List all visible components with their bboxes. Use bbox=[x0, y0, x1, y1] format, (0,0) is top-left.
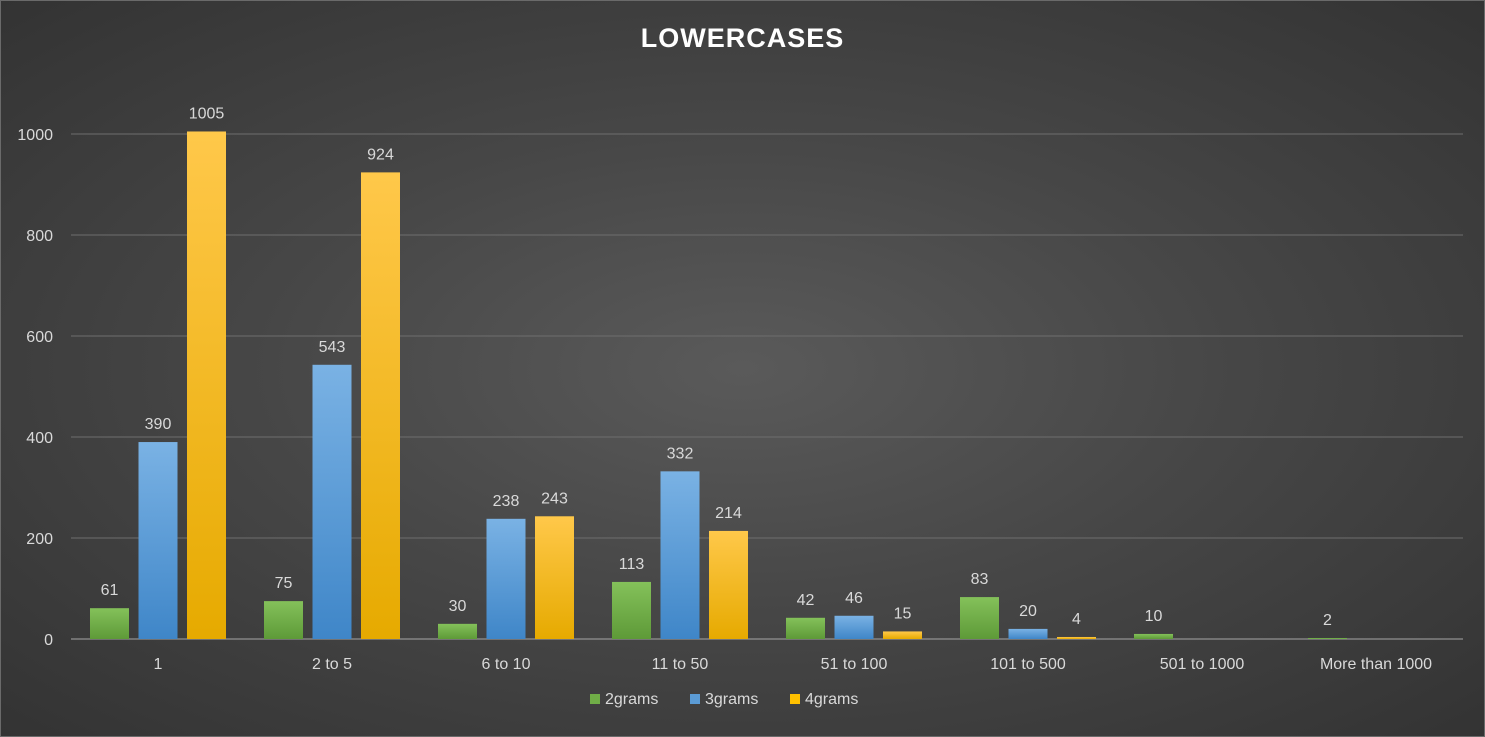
bar-3grams bbox=[660, 471, 700, 639]
y-tick-label: 400 bbox=[26, 430, 53, 447]
data-label: 332 bbox=[667, 445, 694, 462]
legend-swatch-4grams bbox=[790, 694, 800, 704]
bar-2grams bbox=[90, 608, 129, 639]
data-label: 1005 bbox=[189, 105, 225, 122]
x-tick-label: 11 to 50 bbox=[652, 656, 709, 673]
y-tick-label: 0 bbox=[44, 632, 53, 649]
bar-2grams bbox=[264, 601, 303, 639]
data-label: 42 bbox=[797, 592, 815, 609]
data-label: 243 bbox=[541, 490, 568, 507]
bar-2grams bbox=[786, 617, 825, 639]
bar-2grams bbox=[1134, 633, 1173, 639]
x-tick-label: 6 to 10 bbox=[482, 656, 531, 673]
legend-swatch-2grams bbox=[590, 694, 600, 704]
data-label: 30 bbox=[449, 598, 467, 615]
legend-label: 4grams bbox=[805, 691, 858, 708]
x-tick-label: More than 1000 bbox=[1320, 656, 1432, 673]
bar-2grams bbox=[1308, 637, 1347, 639]
data-label: 15 bbox=[894, 605, 912, 622]
data-label: 61 bbox=[101, 582, 119, 599]
data-label: 83 bbox=[971, 571, 989, 588]
legend-label: 3grams bbox=[705, 691, 758, 708]
data-label: 20 bbox=[1019, 603, 1037, 620]
data-label: 924 bbox=[367, 146, 394, 163]
bar-3grams bbox=[312, 364, 352, 639]
x-tick-label: 51 to 100 bbox=[821, 656, 888, 673]
bar-4grams bbox=[187, 131, 226, 639]
data-label: 113 bbox=[619, 556, 645, 573]
data-label: 75 bbox=[275, 575, 293, 592]
bar-2grams bbox=[960, 597, 999, 639]
bar-4grams bbox=[535, 516, 574, 639]
bar-2grams bbox=[438, 623, 477, 639]
y-tick-label: 200 bbox=[26, 531, 53, 548]
x-tick-label: 2 to 5 bbox=[312, 656, 352, 673]
data-label: 10 bbox=[1145, 608, 1163, 625]
bar-3grams bbox=[834, 615, 874, 639]
data-label: 214 bbox=[715, 505, 742, 522]
bar-3grams bbox=[138, 442, 178, 639]
bar-4grams bbox=[361, 172, 400, 639]
y-tick-label: 800 bbox=[26, 228, 53, 245]
bar-3grams bbox=[486, 518, 526, 639]
data-label: 4 bbox=[1072, 611, 1081, 628]
bar-4grams bbox=[883, 631, 922, 639]
y-tick-label: 600 bbox=[26, 329, 53, 346]
data-label: 543 bbox=[319, 339, 346, 356]
bar-3grams bbox=[1008, 628, 1048, 639]
x-tick-label: 501 to 1000 bbox=[1160, 656, 1245, 673]
x-tick-label: 1 bbox=[154, 656, 163, 673]
data-label: 46 bbox=[845, 590, 863, 607]
x-tick-label: 101 to 500 bbox=[990, 656, 1066, 673]
bar-2grams bbox=[612, 581, 651, 639]
data-label: 2 bbox=[1323, 612, 1332, 629]
y-tick-label: 1000 bbox=[17, 127, 53, 144]
data-label: 390 bbox=[145, 416, 172, 433]
bar-4grams bbox=[709, 530, 748, 639]
bar-4grams bbox=[1057, 636, 1096, 639]
chart-title: LOWERCASES bbox=[640, 23, 845, 53]
legend-swatch-3grams bbox=[690, 694, 700, 704]
legend-label: 2grams bbox=[605, 691, 658, 708]
data-label: 238 bbox=[493, 493, 520, 510]
